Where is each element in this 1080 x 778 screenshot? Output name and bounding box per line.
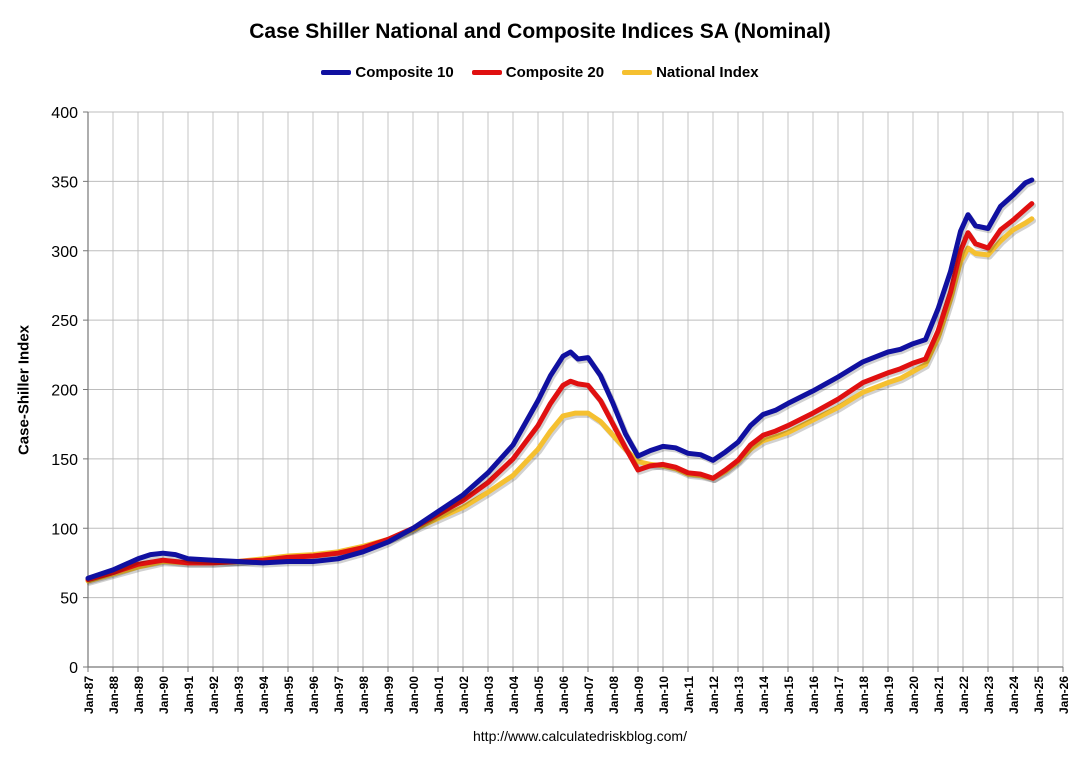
x-tick-label: Jan-26 — [1057, 676, 1071, 714]
x-tick-label: Jan-12 — [707, 676, 721, 714]
x-tick-label: Jan-02 — [457, 676, 471, 714]
x-tick-label: Jan-89 — [132, 676, 146, 714]
x-tick-label: Jan-24 — [1007, 676, 1021, 714]
y-tick-label: 250 — [51, 313, 78, 330]
x-tick-label: Jan-01 — [432, 676, 446, 714]
x-tick-label: Jan-97 — [332, 676, 346, 714]
y-tick-label: 50 — [60, 591, 78, 608]
x-tick-label: Jan-10 — [657, 676, 671, 714]
x-tick-label: Jan-96 — [307, 676, 321, 714]
x-tick-label: Jan-14 — [757, 676, 771, 714]
y-tick-label: 300 — [51, 244, 78, 261]
y-tick-label: 350 — [51, 174, 78, 191]
x-tick-label: Jan-08 — [607, 676, 621, 714]
x-tick-label: Jan-09 — [632, 676, 646, 714]
y-axis-title: Case-Shiller Index — [15, 324, 33, 456]
y-tick-label: 150 — [51, 452, 78, 469]
legend-item-composite-10: Composite 10 — [321, 64, 454, 81]
y-tick-label: 100 — [51, 521, 78, 538]
legend-swatch — [622, 70, 653, 75]
legend-item-composite-20: Composite 20 — [471, 64, 605, 81]
x-tick-label: Jan-13 — [732, 676, 746, 714]
x-tick-label: Jan-04 — [507, 676, 521, 714]
x-tick-label: Jan-21 — [932, 676, 946, 714]
legend-label: Composite 20 — [505, 64, 605, 81]
x-tick-label: Jan-03 — [482, 676, 496, 714]
chart-title: Case Shiller National and Composite Indi… — [249, 20, 831, 43]
x-tick-label: Jan-88 — [107, 676, 121, 714]
x-tick-label: Jan-16 — [807, 676, 821, 714]
x-tick-label: Jan-19 — [882, 676, 896, 714]
legend-label: National Index — [656, 64, 759, 81]
x-tick-label: Jan-22 — [957, 676, 971, 714]
x-tick-label: Jan-90 — [157, 676, 171, 714]
x-tick-label: Jan-20 — [907, 676, 921, 714]
x-tick-label: Jan-93 — [232, 676, 246, 714]
x-tick-label: Jan-91 — [182, 676, 196, 714]
x-tick-label: Jan-99 — [382, 676, 396, 714]
x-tick-label: Jan-23 — [982, 676, 996, 714]
y-tick-label: 200 — [51, 383, 78, 400]
legend-label: Composite 10 — [355, 64, 454, 81]
legend: Composite 10 Composite 20 National Index — [0, 64, 1080, 81]
series-line-composite-10 — [85, 177, 1035, 581]
x-tick-label: Jan-87 — [82, 676, 96, 714]
x-tick-label: Jan-07 — [582, 676, 596, 714]
x-tick-label: Jan-92 — [207, 676, 221, 714]
series-line-composite-20 — [85, 201, 1035, 583]
x-tick-label: Jan-15 — [782, 676, 796, 714]
x-tick-label: Jan-06 — [557, 676, 571, 714]
legend-item-national-index: National Index — [622, 64, 759, 81]
source-url: http://www.calculatedriskblog.com/ — [473, 728, 687, 744]
x-tick-label: Jan-25 — [1032, 676, 1046, 714]
y-tick-label: 400 — [51, 105, 78, 122]
x-tick-label: Jan-18 — [857, 676, 871, 714]
x-tick-label: Jan-00 — [407, 676, 421, 714]
series-line-national-index — [85, 216, 1035, 584]
x-tick-label: Jan-05 — [532, 676, 546, 714]
x-tick-label: Jan-11 — [682, 676, 696, 714]
legend-swatch — [321, 70, 352, 75]
legend-swatch — [471, 70, 502, 75]
x-tick-label: Jan-17 — [832, 676, 846, 714]
x-tick-label: Jan-95 — [282, 676, 296, 714]
x-tick-label: Jan-94 — [257, 676, 271, 714]
series-shadow — [86, 202, 1037, 585]
x-tick-label: Jan-98 — [357, 676, 371, 714]
y-tick-label: 0 — [69, 660, 78, 677]
